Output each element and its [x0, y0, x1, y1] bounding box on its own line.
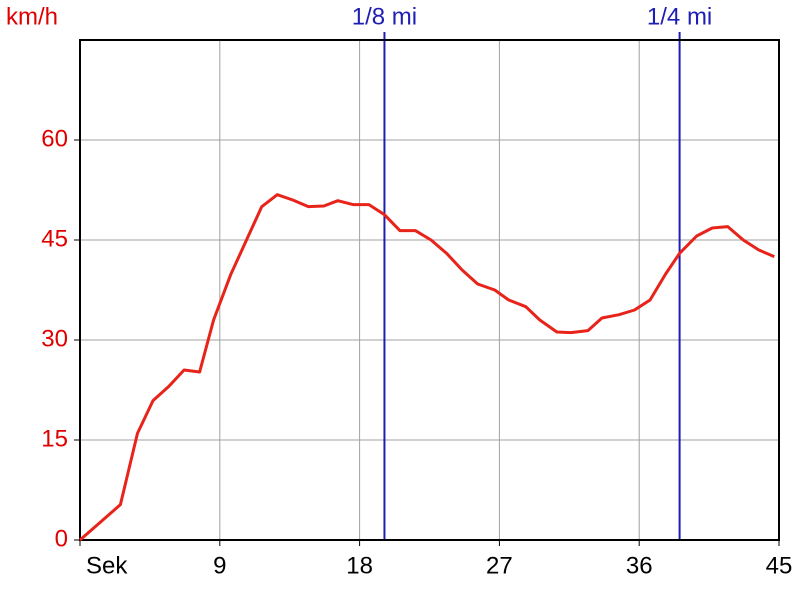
y-tick-label: 45 — [41, 225, 68, 252]
y-axis-label: km/h — [6, 3, 58, 30]
y-tick-label: 30 — [41, 325, 68, 352]
distance-marker-label: 1/8 mi — [352, 3, 417, 30]
y-tick-label: 60 — [41, 125, 68, 152]
x-tick-label: 27 — [486, 552, 513, 579]
x-tick-label: 18 — [346, 552, 373, 579]
plot-frame — [79, 39, 780, 541]
speed-line — [79, 193, 775, 542]
x-tick-label: 9 — [213, 552, 226, 579]
x-tick-label: Sek — [86, 552, 128, 579]
x-tick-label: 45 — [766, 552, 793, 579]
y-tick-label: 15 — [41, 425, 68, 452]
distance-marker-label: 1/4 mi — [647, 3, 712, 30]
y-tick-label: 0 — [55, 525, 68, 552]
x-tick-label: 36 — [626, 552, 653, 579]
